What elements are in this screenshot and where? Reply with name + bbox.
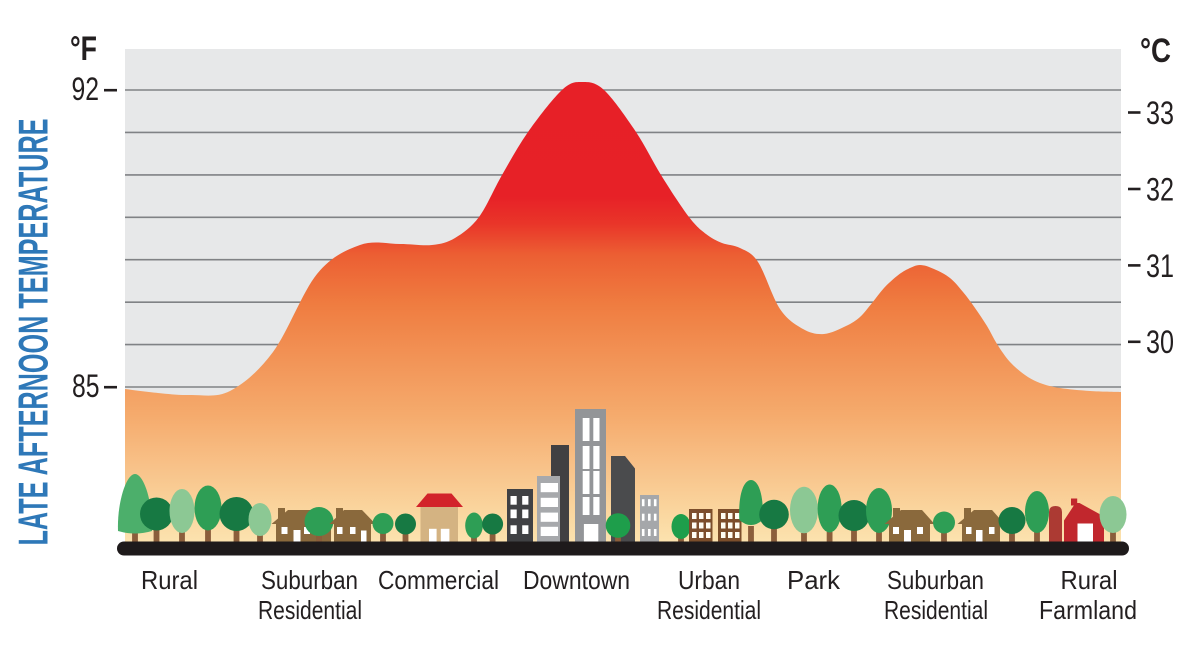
- svg-text:92: 92: [72, 71, 100, 107]
- svg-text:31: 31: [1146, 248, 1174, 284]
- svg-text:°C: °C: [1140, 32, 1171, 70]
- svg-text:Residential: Residential: [258, 595, 362, 625]
- svg-text:30: 30: [1146, 324, 1174, 360]
- svg-text:Rural: Rural: [1061, 565, 1118, 595]
- svg-text:Urban: Urban: [678, 565, 740, 595]
- svg-text:Residential: Residential: [657, 595, 761, 625]
- svg-text:Park: Park: [787, 565, 841, 595]
- svg-text:33: 33: [1146, 95, 1174, 131]
- svg-text:Downtown: Downtown: [523, 565, 630, 595]
- svg-text:°F: °F: [70, 30, 97, 68]
- svg-text:32: 32: [1146, 171, 1174, 207]
- svg-text:85: 85: [72, 368, 100, 404]
- svg-text:Rural: Rural: [141, 565, 198, 595]
- svg-text:Farmland: Farmland: [1039, 595, 1137, 625]
- svg-text:Suburban: Suburban: [887, 565, 984, 595]
- svg-text:LATE AFTERNOON TEMPERATURE: LATE AFTERNOON TEMPERATURE: [10, 119, 57, 546]
- svg-text:Suburban: Suburban: [261, 565, 358, 595]
- svg-text:Commercial: Commercial: [378, 565, 499, 595]
- svg-text:Residential: Residential: [884, 595, 988, 625]
